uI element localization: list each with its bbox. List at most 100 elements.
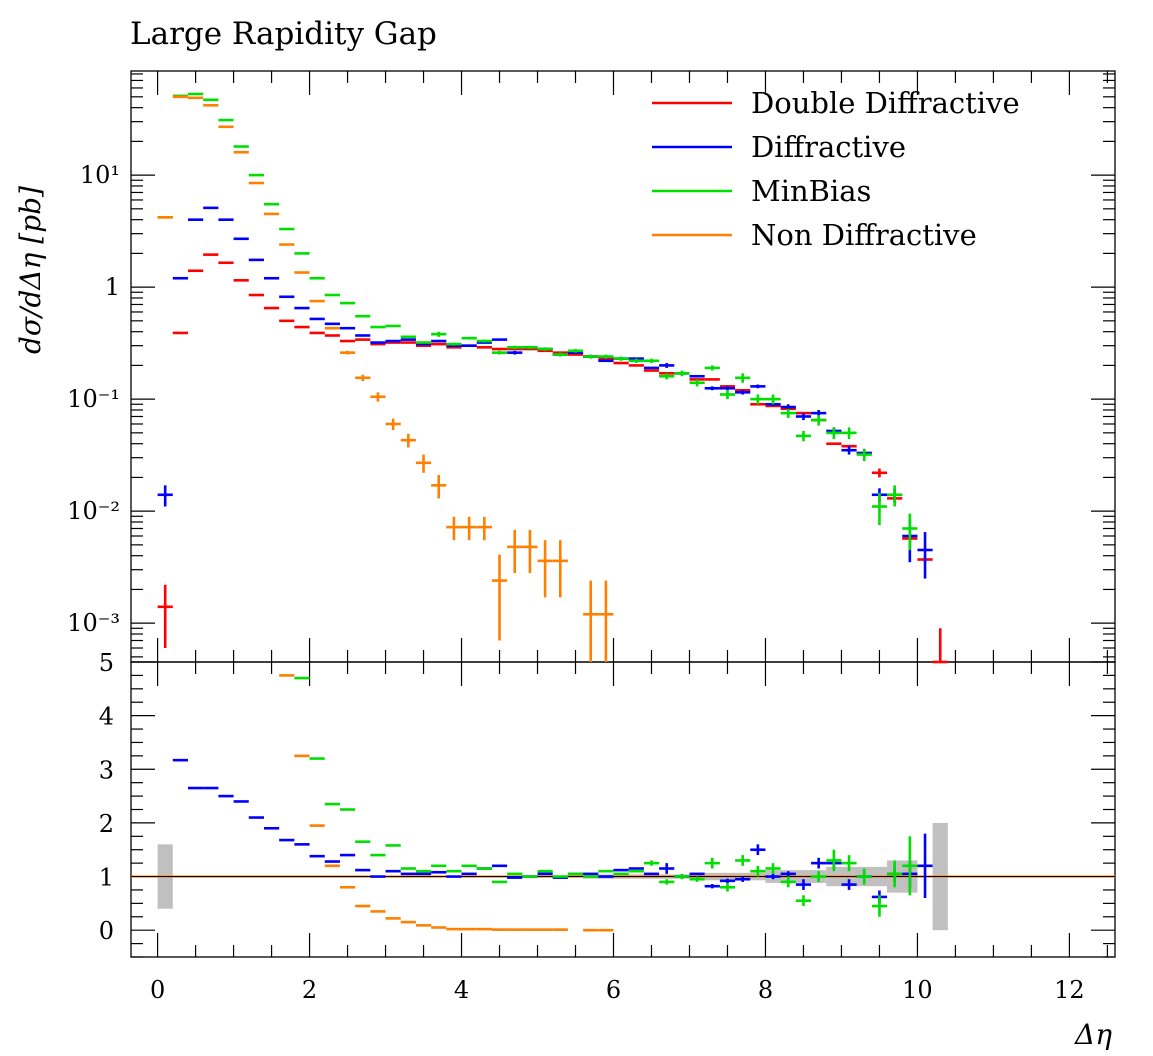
data-point — [461, 516, 477, 541]
ratio-point — [841, 879, 857, 890]
data-point — [719, 390, 736, 400]
data-point — [583, 354, 599, 359]
chart-title: Large Rapidity Gap — [130, 16, 437, 52]
data-point — [446, 516, 462, 541]
data-point — [431, 475, 447, 499]
ratio-point — [689, 876, 705, 882]
ratio-point — [674, 873, 690, 880]
data-point — [537, 540, 553, 598]
data-point — [719, 386, 736, 391]
data-point — [355, 374, 371, 382]
data-point — [507, 345, 523, 350]
ratio-point — [780, 871, 796, 877]
x-tick-label: 0 — [150, 976, 165, 1004]
ratio-point — [659, 863, 675, 874]
y-tick-label: 10⁻¹ — [67, 385, 120, 413]
data-point — [431, 331, 447, 337]
data-point — [856, 448, 872, 462]
data-point — [795, 430, 812, 442]
ratio-point — [750, 844, 766, 856]
ratio-point — [719, 878, 736, 883]
series-double-diffractive — [157, 253, 948, 664]
y-tick-label: 1 — [105, 273, 120, 301]
ratio-point — [871, 895, 888, 917]
ratio-panel-frame — [130, 661, 1116, 958]
y-tick-label: 10⁻³ — [67, 609, 120, 637]
data-point — [552, 540, 568, 598]
legend-label: Diffractive — [751, 130, 906, 164]
y-axis-label: dσ/dΔη [pb] — [14, 186, 47, 354]
data-point — [491, 554, 508, 641]
data-point — [476, 516, 492, 541]
ratio-point — [750, 865, 766, 877]
data-point — [552, 352, 568, 357]
x-tick-label: 4 — [454, 976, 469, 1004]
data-point — [522, 345, 538, 350]
ratio-y-tick-label: 4 — [99, 703, 114, 731]
data-point — [902, 513, 918, 550]
data-point — [157, 485, 173, 507]
data-point — [446, 342, 462, 346]
ratio-point — [765, 873, 781, 880]
data-point — [659, 363, 675, 368]
ratio-point — [704, 884, 720, 889]
ratio-y-tick-label: 1 — [99, 864, 114, 892]
ratio-point — [902, 836, 918, 896]
y-tick-label: 10¹ — [80, 161, 120, 189]
x-tick-label: 2 — [302, 976, 317, 1004]
data-point — [871, 493, 888, 526]
series-diffractive — [157, 206, 933, 579]
ratio-point — [856, 868, 872, 885]
ratio-point — [795, 879, 812, 890]
data-point — [750, 384, 766, 389]
x-tick-label: 12 — [1054, 976, 1085, 1004]
data-point — [932, 628, 948, 664]
ratio-point — [811, 871, 827, 882]
ratio-point — [795, 895, 812, 907]
series-minbias — [157, 92, 918, 550]
ratio-point — [735, 876, 751, 882]
data-point — [887, 485, 903, 507]
ratio-point — [841, 855, 857, 872]
data-point — [795, 413, 812, 421]
ratio-point — [643, 860, 660, 866]
data-point — [841, 427, 857, 440]
y-tick-label: 10⁻² — [67, 497, 120, 525]
data-point — [522, 529, 538, 574]
legend-label: MinBias — [751, 174, 871, 208]
series-non-diffractive — [157, 95, 614, 662]
data-point — [826, 427, 842, 440]
data-point — [674, 370, 690, 377]
data-point — [598, 354, 614, 359]
data-point — [917, 532, 933, 579]
data-point — [780, 408, 796, 418]
x-axis-label: Δη — [1074, 1018, 1112, 1051]
data-point — [370, 392, 386, 402]
ratio-y-tick-label: 5 — [99, 649, 114, 677]
data-point — [613, 356, 629, 361]
data-point — [628, 358, 644, 364]
ratio-point — [887, 860, 903, 888]
ratio-point — [917, 833, 933, 898]
data-point — [659, 373, 675, 380]
data-point — [750, 394, 766, 405]
data-point — [583, 580, 599, 662]
data-point — [704, 365, 720, 371]
x-tick-label: 8 — [758, 976, 773, 1004]
data-point — [491, 350, 508, 355]
ratio-y-tick-label: 0 — [99, 917, 114, 945]
ratio-point — [704, 857, 720, 869]
data-point — [537, 347, 553, 351]
data-point — [400, 433, 416, 448]
legend: Double Diffractive Diffractive MinBias Non … — [652, 86, 1020, 252]
data-point — [735, 373, 751, 383]
series-layer — [131, 92, 1115, 932]
data-point — [507, 350, 523, 355]
data-point — [871, 468, 888, 478]
ratio-series-minbias — [294, 676, 918, 917]
ratio-point — [765, 863, 781, 874]
ratio-y-tick-label: 2 — [99, 810, 114, 838]
data-point — [598, 580, 614, 662]
